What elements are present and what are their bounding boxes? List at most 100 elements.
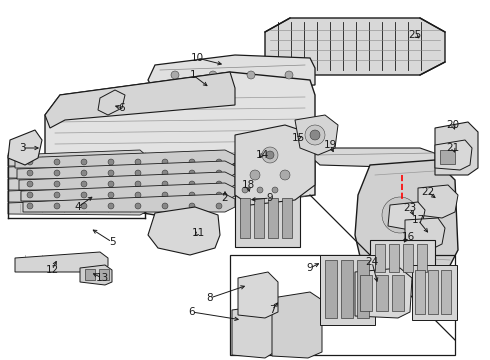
Circle shape bbox=[135, 170, 141, 176]
Circle shape bbox=[169, 162, 175, 168]
Bar bbox=[376, 275, 388, 311]
Text: 18: 18 bbox=[242, 180, 255, 190]
Polygon shape bbox=[8, 186, 148, 203]
Text: 6: 6 bbox=[119, 103, 125, 113]
Circle shape bbox=[81, 181, 87, 187]
Circle shape bbox=[129, 162, 135, 168]
Bar bbox=[85, 269, 95, 280]
Circle shape bbox=[54, 159, 60, 165]
Circle shape bbox=[109, 177, 115, 183]
Text: 6: 6 bbox=[189, 307, 196, 317]
Circle shape bbox=[250, 170, 260, 180]
Text: 13: 13 bbox=[96, 273, 109, 283]
Circle shape bbox=[81, 203, 87, 209]
Circle shape bbox=[89, 162, 95, 168]
Polygon shape bbox=[238, 272, 278, 318]
Circle shape bbox=[209, 71, 217, 79]
Circle shape bbox=[81, 159, 87, 165]
Polygon shape bbox=[388, 202, 425, 230]
Polygon shape bbox=[21, 183, 235, 201]
Text: 4: 4 bbox=[74, 202, 81, 212]
Polygon shape bbox=[355, 160, 458, 285]
Polygon shape bbox=[45, 72, 315, 215]
Polygon shape bbox=[45, 72, 235, 128]
Text: 1: 1 bbox=[190, 70, 196, 80]
Bar bbox=[412, 265, 457, 320]
Circle shape bbox=[392, 207, 408, 223]
Text: 22: 22 bbox=[421, 187, 435, 197]
Circle shape bbox=[90, 177, 95, 183]
Circle shape bbox=[216, 170, 222, 176]
Circle shape bbox=[81, 192, 87, 198]
Polygon shape bbox=[265, 18, 445, 75]
Text: 17: 17 bbox=[412, 215, 425, 225]
Circle shape bbox=[189, 162, 195, 168]
Circle shape bbox=[149, 177, 154, 183]
Circle shape bbox=[54, 203, 60, 209]
Polygon shape bbox=[8, 150, 148, 167]
Circle shape bbox=[162, 192, 168, 198]
Circle shape bbox=[190, 177, 195, 183]
Circle shape bbox=[229, 177, 235, 183]
Circle shape bbox=[189, 181, 195, 187]
Circle shape bbox=[216, 181, 222, 187]
Circle shape bbox=[162, 170, 168, 176]
Circle shape bbox=[266, 151, 274, 159]
Bar bbox=[375, 244, 385, 272]
Circle shape bbox=[135, 203, 141, 209]
Polygon shape bbox=[435, 140, 472, 170]
Circle shape bbox=[280, 170, 290, 180]
Circle shape bbox=[108, 181, 114, 187]
Text: 19: 19 bbox=[323, 140, 337, 150]
Bar bbox=[268, 198, 278, 238]
Polygon shape bbox=[19, 172, 235, 190]
Circle shape bbox=[269, 162, 275, 168]
Bar bbox=[389, 244, 399, 272]
Circle shape bbox=[27, 192, 33, 198]
Text: 16: 16 bbox=[401, 232, 415, 242]
Circle shape bbox=[108, 159, 114, 165]
Text: 21: 21 bbox=[446, 143, 460, 153]
Bar bbox=[403, 244, 413, 272]
Bar bbox=[440, 150, 455, 164]
Circle shape bbox=[81, 170, 87, 176]
Circle shape bbox=[189, 170, 195, 176]
Text: 9: 9 bbox=[307, 263, 313, 273]
Circle shape bbox=[270, 177, 274, 183]
Polygon shape bbox=[15, 150, 235, 168]
Polygon shape bbox=[8, 198, 148, 215]
Bar bbox=[341, 260, 353, 318]
Circle shape bbox=[216, 159, 222, 165]
Circle shape bbox=[162, 181, 168, 187]
Polygon shape bbox=[418, 185, 458, 218]
Circle shape bbox=[54, 181, 60, 187]
Text: 14: 14 bbox=[255, 150, 269, 160]
Circle shape bbox=[285, 71, 293, 79]
Text: 12: 12 bbox=[46, 265, 59, 275]
Polygon shape bbox=[23, 194, 235, 212]
Polygon shape bbox=[8, 174, 148, 191]
Circle shape bbox=[108, 192, 114, 198]
Bar bbox=[370, 240, 435, 278]
Text: 24: 24 bbox=[366, 257, 379, 267]
Polygon shape bbox=[405, 218, 445, 250]
Bar bbox=[325, 260, 337, 318]
Bar bbox=[417, 244, 427, 272]
Bar bbox=[240, 198, 250, 238]
Circle shape bbox=[129, 177, 134, 183]
Polygon shape bbox=[17, 161, 235, 179]
Text: 11: 11 bbox=[192, 228, 205, 238]
Circle shape bbox=[247, 71, 255, 79]
Polygon shape bbox=[98, 90, 125, 115]
Bar bbox=[360, 275, 372, 311]
Circle shape bbox=[310, 130, 320, 140]
Bar bbox=[282, 198, 292, 238]
Text: 15: 15 bbox=[292, 133, 305, 143]
Bar bbox=[235, 192, 300, 247]
Bar bbox=[415, 270, 425, 314]
Text: 8: 8 bbox=[207, 293, 213, 303]
Circle shape bbox=[70, 177, 74, 183]
Circle shape bbox=[290, 177, 294, 183]
Text: 20: 20 bbox=[446, 120, 460, 130]
Text: 3: 3 bbox=[19, 143, 25, 153]
